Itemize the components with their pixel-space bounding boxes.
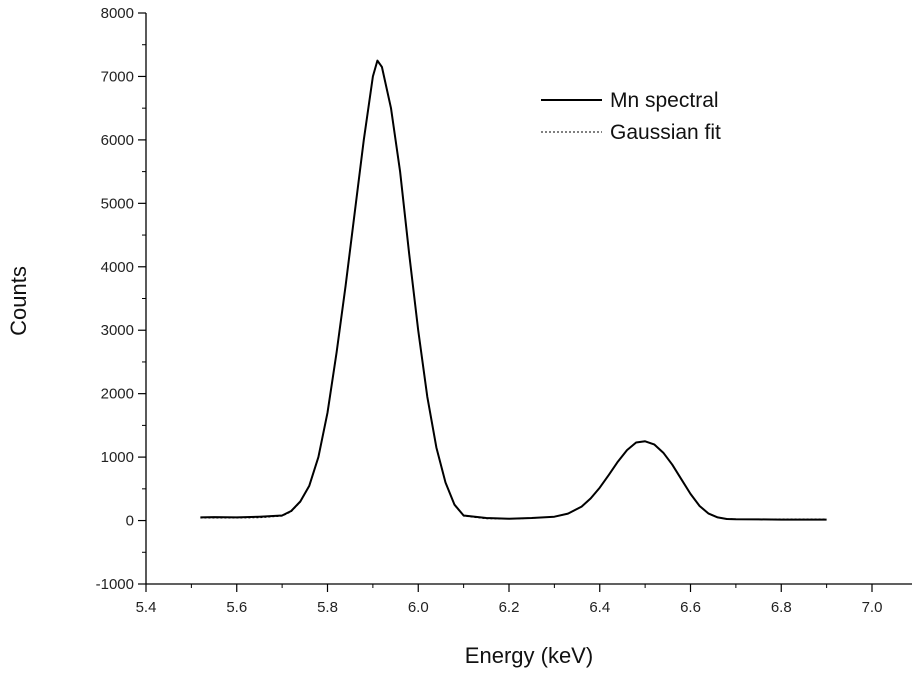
- y-tick-label: 6000: [101, 132, 134, 149]
- y-axis-title: Counts: [6, 266, 31, 336]
- series-layer: [200, 59, 827, 521]
- x-tick-label: 5.8: [317, 599, 338, 616]
- y-tick-label: 5000: [101, 195, 134, 212]
- y-tick-label: 0: [126, 513, 134, 530]
- y-tick-label: 7000: [101, 68, 134, 85]
- plot-area: [145, 13, 912, 585]
- x-axis-title: Energy (keV): [465, 643, 593, 668]
- x-tick-label: 6.4: [589, 599, 610, 616]
- x-tick-label: 6.0: [408, 599, 429, 616]
- y-tick-label: 2000: [101, 386, 134, 403]
- y-tick-label: 8000: [101, 5, 134, 22]
- legend-label-mn-spectral: Mn spectral: [610, 89, 719, 112]
- series-line-gaussian-fit: [200, 60, 827, 520]
- legend: Mn spectral Gaussian fit: [541, 89, 721, 144]
- y-tick-label: -1000: [96, 576, 134, 593]
- y-tick-label: 3000: [101, 322, 134, 339]
- x-tick-label: 5.6: [226, 599, 247, 616]
- y-tick-label: 1000: [101, 449, 134, 466]
- legend-label-gaussian-fit: Gaussian fit: [610, 121, 721, 144]
- ticks: -1000 0 1000 2000 3000 4000 5000 6000 7000 8000 5.…: [96, 5, 883, 616]
- x-tick-label: 6.6: [680, 599, 701, 616]
- series-line-mn-spectral: [200, 59, 827, 521]
- x-tick-label: 7.0: [862, 599, 883, 616]
- x-tick-label: 5.4: [136, 599, 157, 616]
- x-tick-label: 6.8: [771, 599, 792, 616]
- y-tick-label: 4000: [101, 259, 134, 276]
- x-tick-label: 6.2: [499, 599, 520, 616]
